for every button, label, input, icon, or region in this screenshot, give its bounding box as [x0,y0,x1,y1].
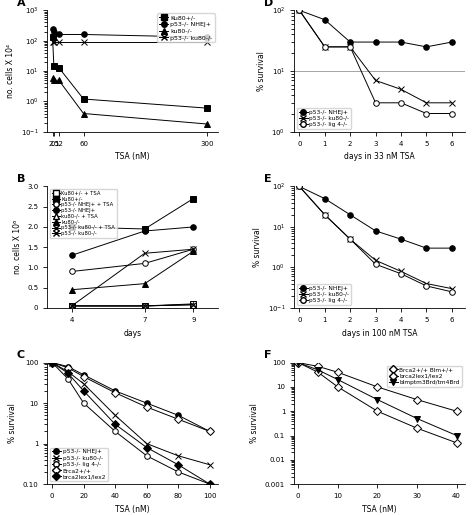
Text: D: D [264,0,273,8]
Text: E: E [264,174,271,184]
Y-axis label: no. cells X 10⁶: no. cells X 10⁶ [13,220,21,274]
X-axis label: TSA (nM): TSA (nM) [362,505,397,513]
Legend: p53-/- NHEJ+, p53-/- ku80-/-, p53-/- lig 4-/-, Brca2+/+, brca2lex1/lex2: p53-/- NHEJ+, p53-/- ku80-/-, p53-/- lig… [50,448,108,481]
Text: F: F [264,350,271,360]
Legend: Ku80+/- + TSA, Ku80+/-, p53-/- NHEJ+ + TSA, p53-/- NHEJ+, ku80-/- + TSA, ku80-/-: Ku80+/- + TSA, Ku80+/-, p53-/- NHEJ+ + T… [50,189,117,238]
Y-axis label: % survival: % survival [250,403,259,443]
Legend: p53-/- NHEJ+, p53-/- ku80-/-, p53-/- lig 4-/-: p53-/- NHEJ+, p53-/- ku80-/-, p53-/- lig… [297,284,351,305]
Legend: Ku80+/-, p53-/- NHEJ+, ku80-/-, p53-/- ku80-/-: Ku80+/-, p53-/- NHEJ+, ku80-/-, p53-/- k… [157,13,215,42]
Y-axis label: no. cells X 10⁴: no. cells X 10⁴ [6,44,15,98]
Legend: Brca2+/+ Blm+/+, brca2lex1/lex2, blmptm3Brd/tm4Brd: Brca2+/+ Blm+/+, brca2lex1/lex2, blmptm3… [387,366,462,387]
X-axis label: days: days [123,329,142,337]
Text: B: B [17,174,25,184]
X-axis label: TSA (nM): TSA (nM) [115,152,150,161]
Legend: p53-/- NHEJ+, p53-/- ku80-/-, p53-/- lig 4-/-: p53-/- NHEJ+, p53-/- ku80-/-, p53-/- lig… [297,108,351,129]
X-axis label: days in 33 nM TSA: days in 33 nM TSA [344,152,415,161]
X-axis label: days in 100 nM TSA: days in 100 nM TSA [342,329,417,337]
Text: A: A [17,0,26,8]
Y-axis label: % survival: % survival [8,403,17,443]
Y-axis label: % survival: % survival [257,51,266,91]
Y-axis label: % survival: % survival [253,227,262,267]
X-axis label: TSA (nM): TSA (nM) [115,505,150,513]
Text: C: C [17,350,25,360]
